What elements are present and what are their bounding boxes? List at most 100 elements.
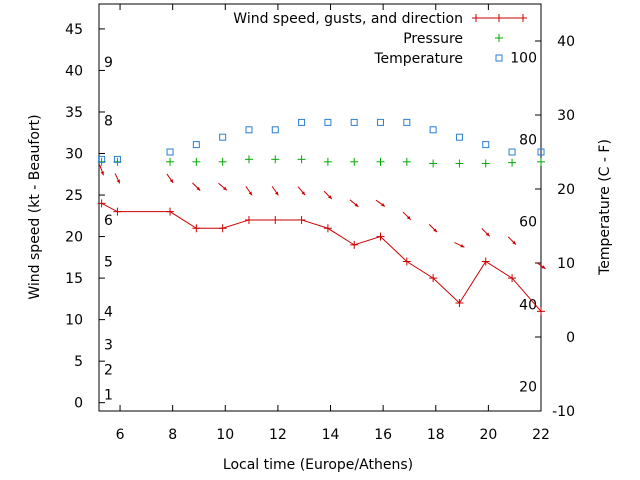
y2-tick-label: 40 (557, 34, 575, 50)
temperature-point (192, 141, 200, 149)
arrow-head (222, 186, 227, 191)
wind-speed-point (297, 215, 306, 224)
beaufort-label: 4 (104, 304, 113, 320)
legend-swatch-tick-left (472, 14, 480, 22)
temperature-point (324, 118, 332, 126)
legend-label: Wind speed, gusts, and direction (233, 11, 463, 27)
pressure-point (429, 159, 438, 168)
plot-frame (98, 3, 542, 412)
wind-direction-arrow (114, 173, 121, 184)
x-axis-label: Local time (Europe/Athens) (223, 457, 413, 473)
pressure-point (218, 157, 227, 166)
wind-speed-point (455, 299, 464, 308)
pressure-point (271, 155, 280, 164)
y2-axis-label: Temperature (C - F) (597, 139, 613, 276)
wind-speed-point (323, 224, 332, 233)
arrow-head (406, 215, 411, 220)
arrow-head (169, 178, 174, 183)
series-wind-speed-gusts-and-direction (97, 199, 545, 316)
beaufort-label: 5 (104, 254, 113, 270)
pressure-point (350, 157, 359, 166)
x-tick-label: 6 (116, 427, 125, 443)
arrow-head (100, 171, 104, 176)
wind-direction-arrow (245, 186, 253, 196)
arrow-head (274, 191, 279, 196)
x-tick-label: 10 (216, 427, 234, 443)
y-tick-label: 10 (65, 313, 83, 329)
pressure-point (297, 155, 306, 164)
beaufort-label: 9 (104, 55, 113, 71)
arrow-head (248, 191, 253, 196)
legend-label: Pressure (403, 31, 463, 47)
wind-speed-point (402, 257, 411, 266)
x-tick-label: 20 (479, 427, 497, 443)
wind-direction-arrow (481, 228, 490, 237)
wind-speed-line (101, 202, 542, 312)
wind-direction-arrow (192, 182, 201, 191)
arrow-head (354, 203, 359, 207)
pressure-point (323, 157, 332, 166)
temperature-point (429, 126, 437, 134)
pressure-point (376, 157, 385, 166)
y-axis-label: Wind speed (kt - Beaufort) (27, 114, 43, 299)
wind-speed-point (429, 274, 438, 283)
fahrenheit-label: 100 (510, 50, 537, 66)
wind-direction-arrow (402, 211, 412, 221)
wind-direction-arrow (218, 182, 228, 191)
temperature-point (298, 118, 306, 126)
temperature-point (113, 155, 121, 163)
legend-swatch-square (495, 54, 503, 62)
x-tick-label: 18 (427, 427, 445, 443)
legend-swatch-plus (495, 34, 503, 42)
wind-speed-point (218, 224, 227, 233)
fahrenheit-label: 60 (519, 215, 537, 231)
pressure-point (455, 159, 464, 168)
y2-tick-label: 20 (557, 182, 575, 198)
wind-speed-point (166, 207, 175, 216)
wind-direction-arrow (536, 262, 546, 270)
y-tick-label: 30 (65, 147, 83, 163)
y-tick-label: 5 (74, 354, 83, 370)
arrow-head (541, 265, 546, 269)
y-tick-label: 0 (74, 396, 83, 412)
fahrenheit-label: 40 (519, 297, 537, 313)
beaufort-label: 8 (104, 113, 113, 129)
pressure-point (244, 155, 253, 164)
temperature-point (271, 126, 279, 134)
y-tick-label: 20 (65, 230, 83, 246)
x-tick-label: 16 (374, 427, 392, 443)
y2-tick-label: 30 (557, 108, 575, 124)
wind-speed-point (508, 274, 517, 283)
arrow-head (301, 191, 306, 196)
series-pressure (97, 155, 545, 168)
pressure-point (402, 157, 411, 166)
arrow-head (433, 228, 438, 233)
beaufort-label: 6 (104, 213, 113, 229)
arrow-head (328, 195, 332, 199)
y-tick-label: 35 (65, 105, 83, 121)
x-tick-label: 14 (322, 427, 340, 443)
wind-direction-arrow (166, 173, 174, 184)
wind-direction-arrow (271, 186, 279, 196)
x-tick-label: 22 (532, 427, 550, 443)
temperature-point (455, 133, 463, 141)
wind-speed-point (192, 224, 201, 233)
arrow-head (512, 240, 516, 245)
y-tick-label: 25 (65, 188, 83, 204)
wind-direction-arrow (428, 224, 438, 233)
beaufort-label: 2 (104, 362, 113, 378)
x-tick-label: 8 (168, 427, 177, 443)
legend-swatch-plus (495, 14, 503, 22)
temperature-point (508, 148, 516, 156)
legend: Wind speed, gusts, and direction Pressure… (233, 11, 527, 67)
beaufort-label: 3 (104, 338, 113, 354)
temperature-point (166, 148, 174, 156)
series-temperature (98, 118, 545, 163)
wind-direction-arrow (349, 199, 359, 208)
temperature-point (219, 133, 227, 141)
legend-swatch-tick-right (519, 14, 527, 22)
fahrenheit-label: 80 (519, 132, 537, 148)
temperature-point (403, 118, 411, 126)
arrow-head (381, 203, 386, 207)
y-tick-label: 15 (65, 271, 83, 287)
